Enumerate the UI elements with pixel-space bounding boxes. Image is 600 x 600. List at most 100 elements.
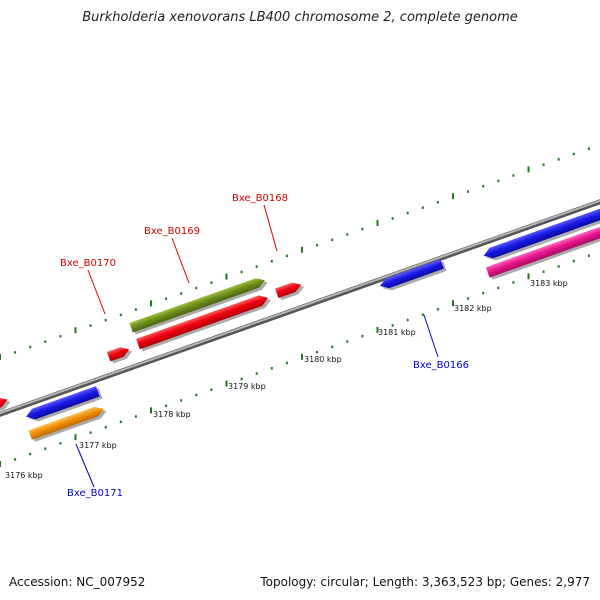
scale-label-3181: 3181 kbp <box>378 328 416 337</box>
genome-summary-text: Topology: circular; Length: 3,363,523 bp… <box>260 575 590 589</box>
outer-tick <box>134 308 137 311</box>
gene-label-bxe-b0171[interactable]: Bxe_B0171 <box>67 488 123 499</box>
outer-tick <box>195 286 198 290</box>
outer-tick-row <box>0 147 590 360</box>
gene-bxe-b0171-orange[interactable] <box>28 404 109 443</box>
connector-bxe-b0171 <box>75 443 95 488</box>
genome-backbone-highlight <box>0 199 600 415</box>
outer-tick <box>285 254 288 258</box>
outer-tick <box>59 335 62 338</box>
outer-tick <box>301 246 303 253</box>
outer-tick <box>74 327 77 334</box>
scale-label-3180: 3180 kbp <box>304 355 342 364</box>
inner-tick <box>119 420 122 424</box>
outer-tick <box>14 351 17 354</box>
inner-tick <box>421 313 424 316</box>
outer-tick <box>255 265 258 268</box>
gene-label-bxe-b0170[interactable]: Bxe_B0170 <box>60 258 116 269</box>
outer-tick <box>542 163 545 167</box>
inner-tick <box>255 372 258 375</box>
connector-bxe-b0168 <box>263 204 278 252</box>
inner-tick <box>361 334 364 338</box>
connector-bxe-b0169 <box>171 237 190 284</box>
inner-tick <box>587 254 590 257</box>
outer-tick <box>572 152 575 156</box>
outer-tick <box>316 243 319 247</box>
inner-tick <box>557 265 560 268</box>
inner-tick <box>150 407 152 414</box>
outer-tick <box>391 217 394 220</box>
inner-tick <box>0 461 1 467</box>
outer-tick <box>29 345 32 349</box>
outer-tick <box>89 324 92 327</box>
inner-tick <box>512 281 515 284</box>
inner-tick <box>406 318 409 322</box>
outer-tick <box>512 174 515 177</box>
outer-tick <box>44 340 47 343</box>
outer-tick <box>406 211 409 215</box>
inner-tick <box>542 270 545 274</box>
outer-tick <box>119 313 122 317</box>
inner-tick <box>572 259 575 263</box>
outer-tick <box>104 318 107 322</box>
outer-tick <box>361 227 364 231</box>
inner-tick <box>497 286 500 290</box>
outer-tick <box>225 273 228 280</box>
scale-label-3178: 3178 kbp <box>153 410 191 419</box>
inner-tick <box>376 326 379 333</box>
outer-tick <box>557 158 560 161</box>
map-title: Burkholderia xenovorans LB400 chromosome… <box>82 10 518 25</box>
gene-label-bxe-b0169[interactable]: Bxe_B0169 <box>144 226 200 237</box>
inner-tick <box>391 324 394 327</box>
outer-tick <box>180 292 183 295</box>
gene-label-bxe-b0166[interactable]: Bxe_B0166 <box>413 360 469 371</box>
outer-tick <box>497 179 500 183</box>
inner-tick <box>436 308 439 311</box>
gene-right-blue[interactable] <box>482 206 600 263</box>
outer-tick <box>376 219 379 226</box>
inner-tick <box>240 377 243 381</box>
outer-tick <box>240 270 243 274</box>
gene-left-edge[interactable] <box>0 394 12 412</box>
gene-label-bxe-b0168[interactable]: Bxe_B0168 <box>232 193 288 204</box>
outer-tick <box>482 184 485 188</box>
inner-tick-row <box>0 254 590 467</box>
outer-tick <box>165 297 168 301</box>
inner-tick <box>134 415 137 418</box>
inner-tick <box>285 361 288 365</box>
outer-tick <box>346 233 349 236</box>
gene-bxe-b0169-olive[interactable] <box>129 275 269 335</box>
inner-tick <box>467 297 470 300</box>
outer-tick <box>527 166 530 173</box>
inner-tick <box>180 399 183 402</box>
outer-tick <box>150 300 152 307</box>
gene-bxe-b0166[interactable] <box>378 259 447 294</box>
outer-tick <box>587 147 590 150</box>
scale-label-3177: 3177 kbp <box>79 441 117 450</box>
inner-tick <box>316 350 319 354</box>
scale-label-3182: 3182 kbp <box>454 304 492 313</box>
inner-tick <box>210 388 213 391</box>
inner-tick <box>29 452 32 456</box>
inner-tick <box>301 353 303 360</box>
gene-bxe-b0169-red[interactable] <box>136 292 273 352</box>
inner-tick <box>270 367 273 370</box>
inner-tick <box>14 458 17 461</box>
outer-tick <box>331 238 334 242</box>
gene-bxe-b0168[interactable] <box>275 279 306 301</box>
gene-bxe-b0171-blue[interactable] <box>24 385 103 424</box>
outer-tick <box>467 190 470 193</box>
inner-tick <box>195 393 198 397</box>
inner-tick <box>225 380 228 387</box>
gene-right-magenta[interactable] <box>485 224 600 281</box>
outer-tick <box>452 193 454 200</box>
inner-tick <box>74 434 77 441</box>
inner-tick <box>89 431 92 434</box>
scale-label-3176: 3176 kbp <box>5 471 43 480</box>
inner-tick <box>527 273 530 280</box>
inner-tick <box>482 291 485 295</box>
outer-tick <box>0 354 1 360</box>
gene-bxe-b0170[interactable] <box>106 344 134 364</box>
inner-tick <box>331 345 334 349</box>
